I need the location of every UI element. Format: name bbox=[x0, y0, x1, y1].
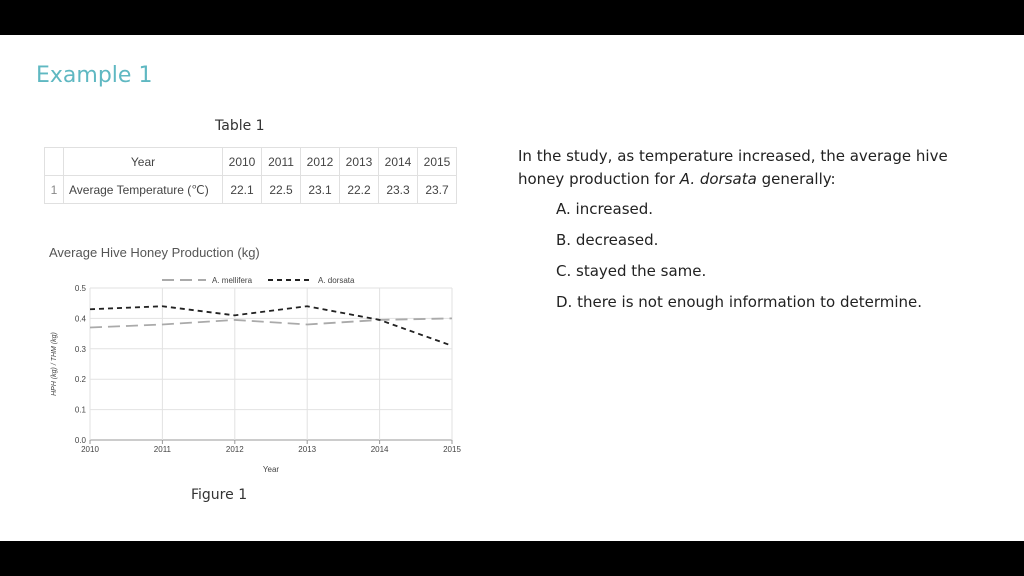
x-tick-label: 2012 bbox=[226, 445, 244, 454]
answer-option-a[interactable]: A. increased. bbox=[556, 200, 654, 218]
chart-title: Average Hive Honey Production (kg) bbox=[49, 245, 260, 260]
table-year-cell: 2014 bbox=[378, 147, 418, 176]
x-tick-label: 2011 bbox=[154, 445, 172, 454]
table-temp-cell: 23.3 bbox=[378, 175, 418, 204]
y-tick-label: 0.4 bbox=[75, 314, 87, 323]
question-text-before: In the study, as temperature increased, … bbox=[518, 147, 948, 188]
figure-caption: Figure 1 bbox=[191, 487, 248, 503]
x-tick-label: 2015 bbox=[443, 445, 461, 454]
table-temp-cell: 22.1 bbox=[222, 175, 262, 204]
table-corner-cell bbox=[44, 147, 64, 176]
table-temp-cell: 22.5 bbox=[261, 175, 301, 204]
temperature-table: Year 2010 2011 2012 2013 2014 2015 1 Ave… bbox=[44, 147, 457, 204]
question-text-after: generally: bbox=[756, 170, 836, 188]
question-species: A. dorsata bbox=[679, 170, 757, 188]
y-tick-label: 0.5 bbox=[75, 284, 87, 293]
y-tick-label: 0.1 bbox=[75, 406, 87, 415]
table-year-cell: 2013 bbox=[339, 147, 379, 176]
x-axis-label: Year bbox=[263, 465, 280, 474]
table-temp-cell: 22.2 bbox=[339, 175, 379, 204]
x-tick-label: 2013 bbox=[298, 445, 316, 454]
legend-label: A. dorsata bbox=[318, 276, 355, 285]
answer-option-c[interactable]: C. stayed the same. bbox=[556, 262, 707, 280]
table-temp-cell: 23.7 bbox=[417, 175, 457, 204]
table-header-year: Year bbox=[63, 147, 223, 176]
honey-production-chart: 0.0 0.1 0.2 0.3 0.4 0.5 2010 2011 2012 2013 2014 20… bbox=[51, 276, 461, 474]
y-tick-label: 0.0 bbox=[75, 436, 87, 445]
table-year-cell: 2012 bbox=[300, 147, 340, 176]
answer-option-d[interactable]: D. there is not enough information to de… bbox=[556, 293, 923, 311]
question-text: In the study, as temperature increased, … bbox=[518, 145, 948, 191]
table-header-row: Year 2010 2011 2012 2013 2014 2015 bbox=[44, 147, 457, 176]
slide-title: Example 1 bbox=[36, 63, 153, 88]
table-caption: Table 1 bbox=[215, 118, 265, 134]
table-year-cell: 2010 bbox=[222, 147, 262, 176]
y-axis-label: HPH (kg) / THM (kg) bbox=[51, 332, 58, 396]
series-line bbox=[89, 305, 453, 347]
table-year-cell: 2011 bbox=[261, 147, 301, 176]
x-tick-label: 2014 bbox=[371, 445, 389, 454]
answer-options: A. increased. B. decreased. C. stayed th… bbox=[556, 199, 922, 323]
y-tick-label: 0.2 bbox=[75, 375, 87, 384]
series-line bbox=[89, 317, 453, 329]
table-row-number: 1 bbox=[44, 175, 64, 204]
legend-label: A. mellifera bbox=[212, 276, 253, 285]
table-temp-cell: 23.1 bbox=[300, 175, 340, 204]
slide: Example 1 Table 1 Year 2010 2011 2012 20… bbox=[0, 35, 1024, 541]
y-tick-label: 0.3 bbox=[75, 345, 87, 354]
table-row-label: Average Temperature (℃) bbox=[63, 175, 223, 204]
x-tick-label: 2010 bbox=[81, 445, 99, 454]
table-row: 1 Average Temperature (℃) 22.1 22.5 23.1… bbox=[44, 175, 457, 204]
table-year-cell: 2015 bbox=[417, 147, 457, 176]
answer-option-b[interactable]: B. decreased. bbox=[556, 231, 659, 249]
